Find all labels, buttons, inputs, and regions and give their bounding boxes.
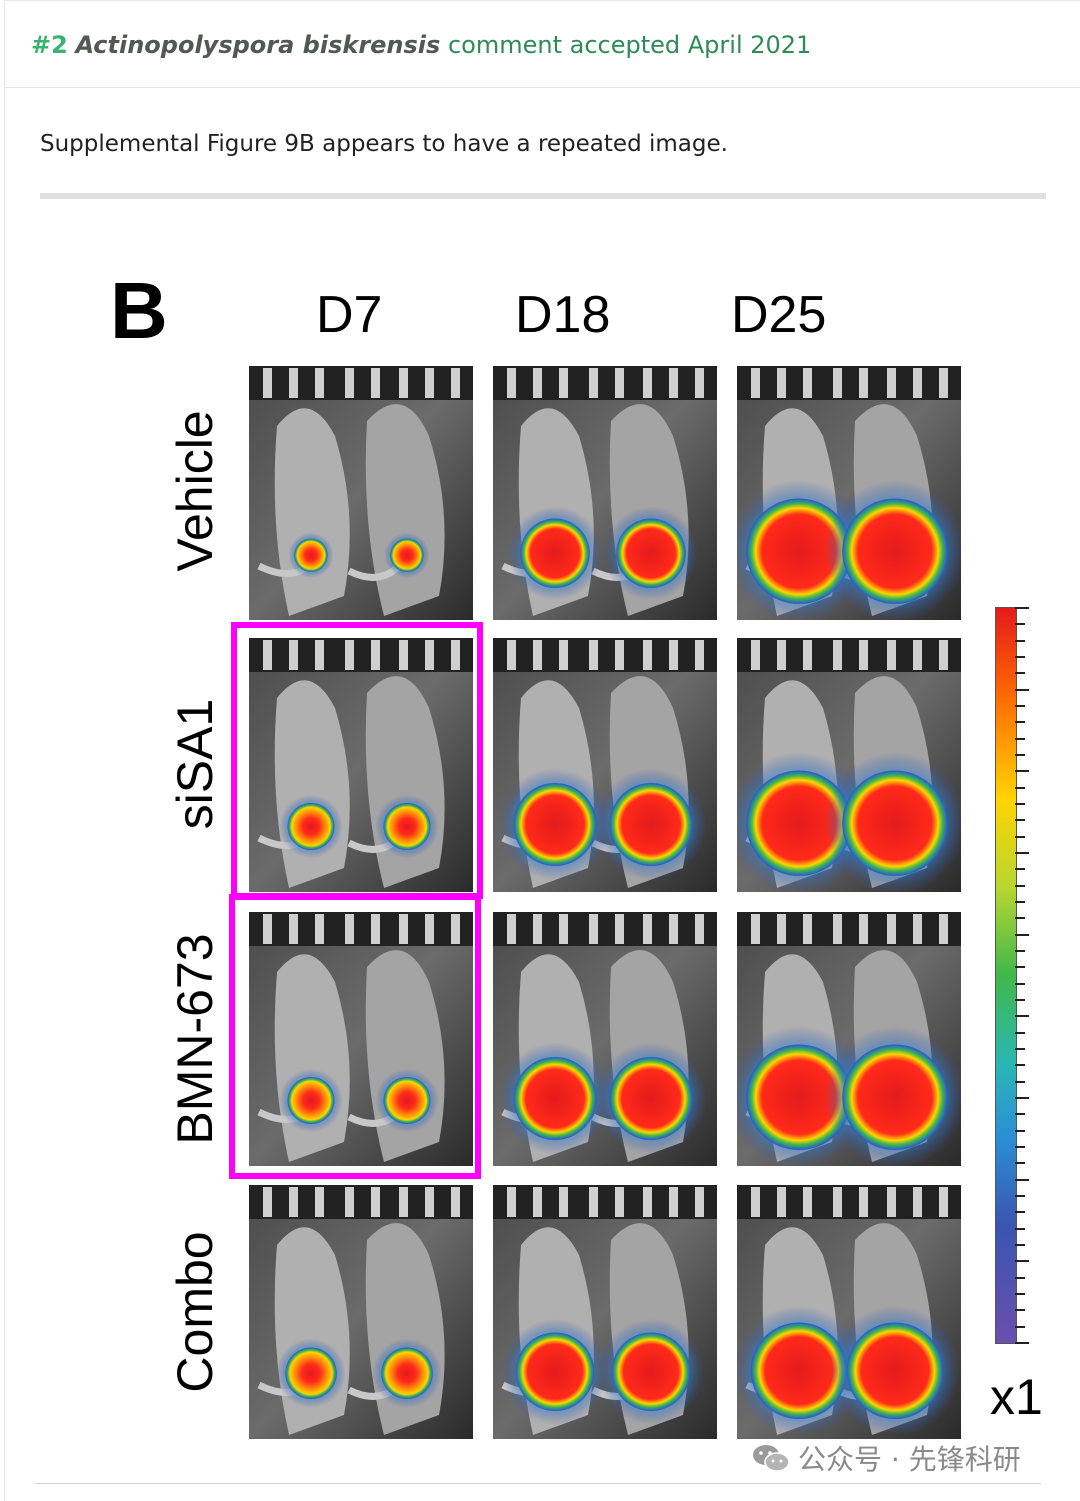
colorbar-tick xyxy=(1015,1326,1025,1328)
colorbar-tick xyxy=(1015,1162,1025,1164)
colorbar-tick xyxy=(1015,1064,1025,1066)
colorbar xyxy=(995,607,1017,1344)
comment-text: Supplemental Figure 9B appears to have a… xyxy=(40,131,728,157)
colorbar-tick xyxy=(1015,770,1029,772)
colorbar-tick xyxy=(1015,950,1025,952)
image-panel-sisa1-d7 xyxy=(249,638,473,892)
colorbar-tick xyxy=(1015,672,1025,674)
image-panel-combo-d7 xyxy=(249,1185,473,1439)
watermark: 公众号 · 先锋科研 xyxy=(752,1438,1021,1478)
column-label-d18: D18 xyxy=(515,286,611,344)
figure-panel-letter: B xyxy=(110,266,168,355)
colorbar-tick xyxy=(1015,1081,1025,1083)
colorbar-tick xyxy=(1015,1195,1025,1197)
image-panel-bmn673-d7 xyxy=(249,912,473,1166)
comment-card: #2 Actinopolyspora biskrensis comment ac… xyxy=(4,0,1080,1501)
watermark-text: 公众号 · 先锋科研 xyxy=(798,1443,1021,1476)
colorbar-tick xyxy=(1015,1048,1025,1050)
duplicate-highlight-box xyxy=(231,622,483,899)
row-label-sisa1: siSA1 xyxy=(167,698,223,830)
colorbar-tick xyxy=(1015,1342,1029,1344)
colorbar-tick xyxy=(1015,885,1025,887)
colorbar-tick xyxy=(1015,836,1025,838)
colorbar-tick xyxy=(1015,623,1025,625)
colorbar-tick xyxy=(1015,640,1025,642)
colorbar-tick xyxy=(1015,1097,1029,1099)
colorbar-tick xyxy=(1015,721,1025,723)
colorbar-tick xyxy=(1015,1146,1025,1148)
image-panel-vehicle-d18 xyxy=(493,366,717,620)
row-label-combo: Combo xyxy=(167,1231,223,1393)
colorbar-label: x1 xyxy=(990,1369,1043,1425)
wechat-icon xyxy=(752,1443,790,1473)
colorbar-tick xyxy=(1015,1179,1029,1181)
divider xyxy=(40,193,1046,199)
colorbar-tick xyxy=(1015,1244,1025,1246)
colorbar-tick xyxy=(1015,999,1025,1001)
colorbar-tick xyxy=(1015,901,1025,903)
row-label-bmn673: BMN-673 xyxy=(167,933,223,1145)
comment-header: #2 Actinopolyspora biskrensis comment ac… xyxy=(5,1,1080,88)
duplicate-highlight-box xyxy=(229,894,481,1179)
colorbar-tick xyxy=(1015,966,1025,968)
commenter-name[interactable]: Actinopolyspora biskrensis xyxy=(75,31,441,59)
colorbar-tick xyxy=(1015,1293,1025,1295)
colorbar-tick xyxy=(1015,738,1025,740)
colorbar-tick xyxy=(1015,868,1025,870)
colorbar-tick xyxy=(1015,1032,1025,1034)
image-panel-vehicle-d25 xyxy=(737,366,961,620)
comment-number[interactable]: #2 xyxy=(31,31,68,59)
image-panel-vehicle-d7 xyxy=(249,366,473,620)
colorbar-tick xyxy=(1015,689,1029,691)
comment-header-line: #2 Actinopolyspora biskrensis comment ac… xyxy=(31,31,811,59)
colorbar-tick xyxy=(1015,656,1025,658)
colorbar-tick xyxy=(1015,787,1025,789)
colorbar-tick xyxy=(1015,1228,1025,1230)
colorbar-tick xyxy=(1015,1277,1025,1279)
image-panel-combo-d18 xyxy=(493,1185,717,1439)
colorbar-tick xyxy=(1015,1130,1025,1132)
colorbar-tick xyxy=(1015,1015,1029,1017)
colorbar-tick xyxy=(1015,705,1025,707)
colorbar-tick xyxy=(1015,917,1025,919)
row-label-vehicle: Vehicle xyxy=(167,410,223,572)
column-label-d7: D7 xyxy=(316,286,383,344)
image-panel-bmn673-d25 xyxy=(737,912,961,1166)
colorbar-tick xyxy=(1015,983,1025,985)
colorbar-tick xyxy=(1015,1211,1025,1213)
image-panel-sisa1-d18 xyxy=(493,638,717,892)
image-panel-combo-d25 xyxy=(737,1185,961,1439)
column-label-d25: D25 xyxy=(731,286,827,344)
image-panel-bmn673-d18 xyxy=(493,912,717,1166)
colorbar-tick xyxy=(1015,819,1025,821)
colorbar-tick xyxy=(1015,934,1029,936)
colorbar-tick xyxy=(1015,1113,1025,1115)
image-panel-sisa1-d25 xyxy=(737,638,961,892)
colorbar-tick xyxy=(1015,1260,1029,1262)
colorbar-tick xyxy=(1015,1309,1025,1311)
colorbar-tick xyxy=(1015,607,1029,609)
colorbar-tick xyxy=(1015,754,1025,756)
colorbar-tick xyxy=(1015,803,1025,805)
colorbar-tick xyxy=(1015,852,1029,854)
bottom-divider xyxy=(35,1483,1041,1484)
comment-status: comment accepted April 2021 xyxy=(447,31,812,59)
